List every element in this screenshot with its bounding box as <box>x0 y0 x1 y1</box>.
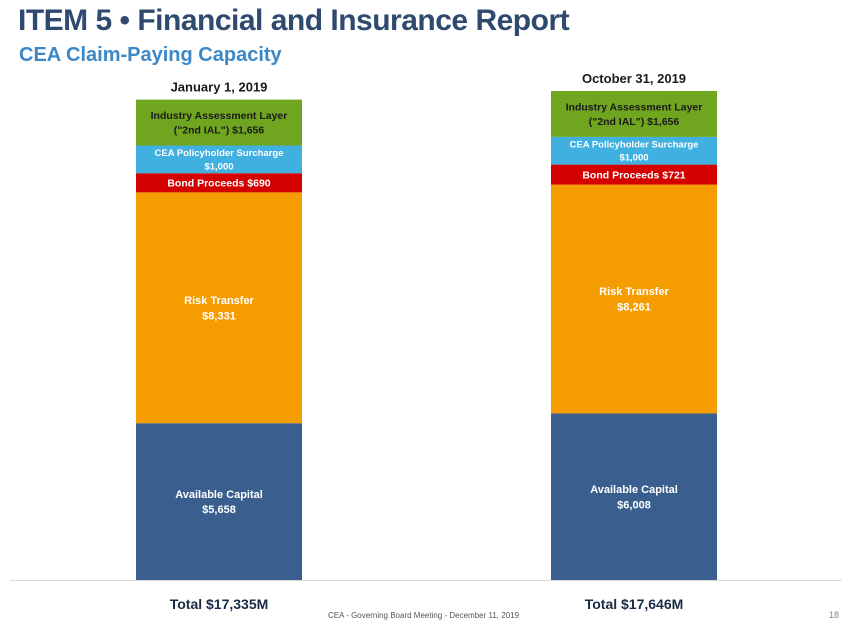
total-label-2: Total $17,646M <box>585 596 684 612</box>
bar-cea-policyholder-surcharge-2-label: $1,000 <box>619 153 648 164</box>
bar-industry-assessment-layer-2nd-ial-2-label: ("2nd IAL") $1,656 <box>589 116 680 128</box>
bar-risk-transfer-2 <box>551 184 717 414</box>
bar-risk-transfer-1-label: Risk Transfer <box>184 295 254 307</box>
bar-cea-policyholder-surcharge-2 <box>551 136 717 165</box>
bar-cea-policyholder-surcharge-1-label: $1,000 <box>204 161 233 172</box>
bar-industry-assessment-layer-2nd-ial-1 <box>136 99 302 146</box>
page-number: 18 <box>828 610 839 620</box>
footer-text: CEA - Governing Board Meeting - December… <box>327 611 520 620</box>
bar-industry-assessment-layer-2nd-ial-1-label: Industry Assessment Layer <box>151 110 288 122</box>
category-label-2: October 31, 2019 <box>582 71 686 86</box>
category-label-1: January 1, 2019 <box>171 80 268 95</box>
bar-risk-transfer-2-label: $8,261 <box>617 302 651 314</box>
slide-title: ITEM 5 • Financial and Insurance Report <box>18 4 570 37</box>
bar-industry-assessment-layer-2nd-ial-2-label: Industry Assessment Layer <box>566 101 703 113</box>
bar-available-capital-2-label: $6,008 <box>617 499 651 511</box>
bar-industry-assessment-layer-2nd-ial-2 <box>551 91 717 137</box>
bar-cea-policyholder-surcharge-1-label: CEA Policyholder Surcharge <box>155 148 284 159</box>
bar-industry-assessment-layer-2nd-ial-1-label: ("2nd IAL") $1,656 <box>174 125 265 137</box>
bar-risk-transfer-1-label: $8,331 <box>202 310 236 322</box>
bar-cea-policyholder-surcharge-1 <box>136 145 302 174</box>
bar-available-capital-1-label: $5,658 <box>202 504 236 516</box>
bar-available-capital-1-label: Available Capital <box>175 489 263 501</box>
slide-subtitle: CEA Claim-Paying Capacity <box>19 44 282 66</box>
bar-bond-proceeds-2-label: Bond Proceeds $721 <box>582 169 685 181</box>
total-label-1: Total $17,335M <box>170 596 269 612</box>
bar-available-capital-1 <box>136 423 302 580</box>
bar-available-capital-2 <box>551 413 717 580</box>
bar-risk-transfer-2-label: Risk Transfer <box>599 286 669 298</box>
bar-available-capital-2-label: Available Capital <box>590 484 678 496</box>
bar-risk-transfer-1 <box>136 192 302 424</box>
bar-bond-proceeds-1 <box>136 173 302 193</box>
bar-bond-proceeds-1-label: Bond Proceeds $690 <box>167 177 270 189</box>
bar-bond-proceeds-2 <box>551 164 717 185</box>
bar-cea-policyholder-surcharge-2-label: CEA Policyholder Surcharge <box>570 139 699 150</box>
